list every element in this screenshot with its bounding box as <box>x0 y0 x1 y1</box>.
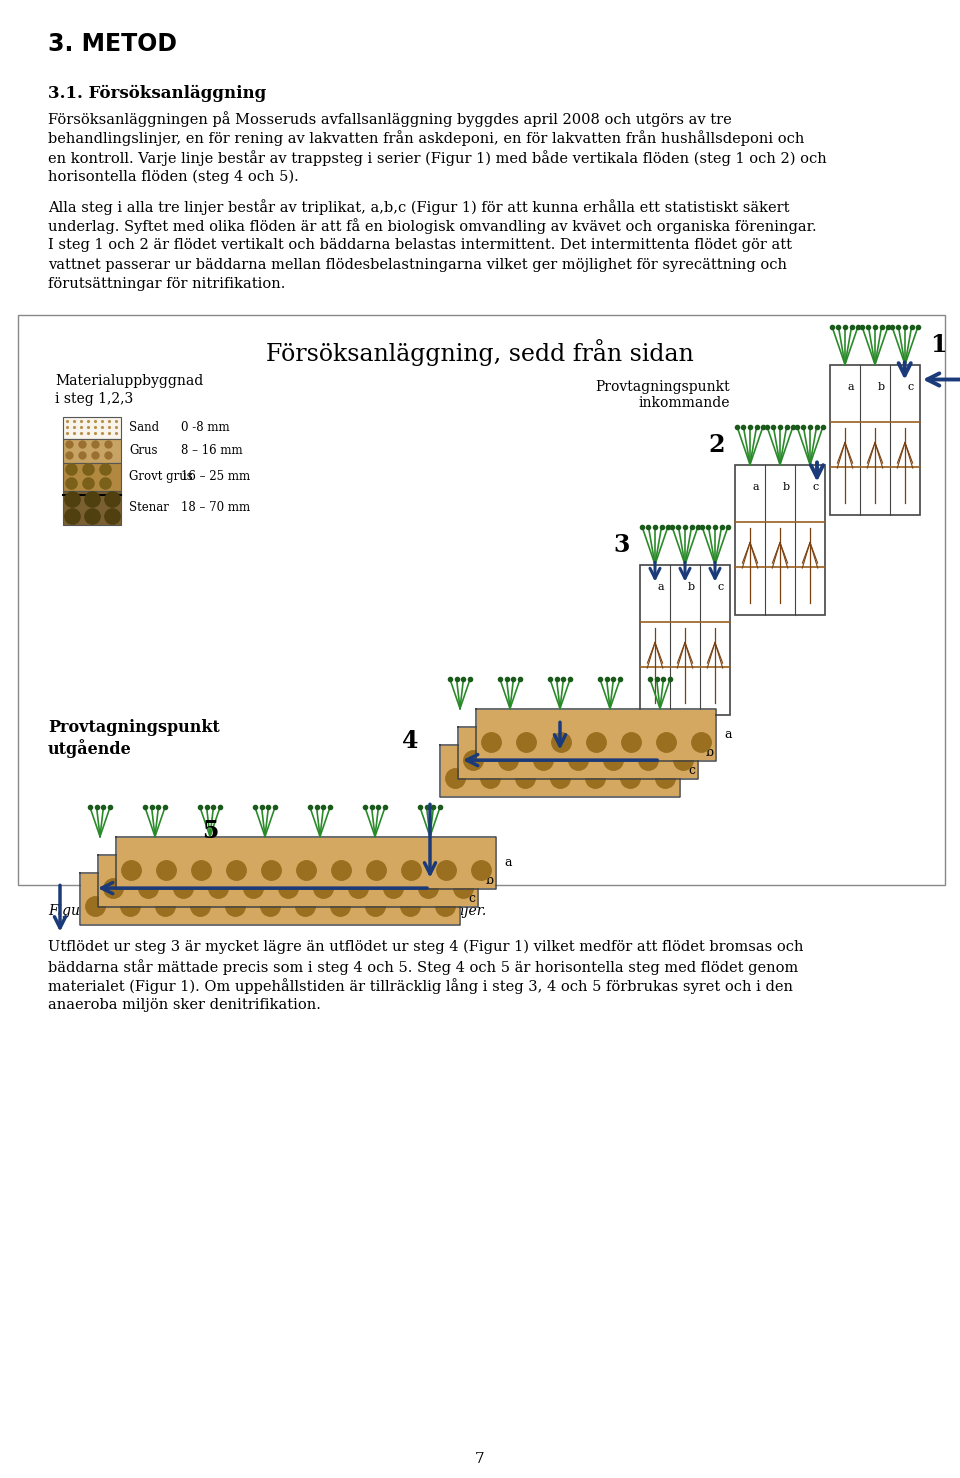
Text: 18 – 70 mm: 18 – 70 mm <box>181 501 251 514</box>
Text: i steg 1,2,3: i steg 1,2,3 <box>55 392 133 405</box>
Bar <box>63 417 121 439</box>
Text: 7: 7 <box>475 1451 485 1466</box>
Text: a: a <box>658 582 664 593</box>
Text: 3. METOD: 3. METOD <box>48 33 177 56</box>
Text: 2: 2 <box>708 433 725 457</box>
Text: a: a <box>848 383 854 393</box>
Text: c: c <box>908 383 914 393</box>
Text: c: c <box>718 582 724 593</box>
Text: Alla steg i alla tre linjer består av triplikat, a,b,c (Figur 1) för att kunna e: Alla steg i alla tre linjer består av tr… <box>48 200 789 214</box>
Bar <box>18 315 945 884</box>
Text: materialet (Figur 1). Om uppehållstiden är tillräcklig lång i steg 3, 4 och 5 fö: materialet (Figur 1). Om uppehållstiden … <box>48 978 793 995</box>
Text: Figur 1. Schematisk bild av en av försöksanläggningens linjer.: Figur 1. Schematisk bild av en av försök… <box>48 905 487 918</box>
Bar <box>99 856 477 906</box>
Text: b: b <box>687 582 695 593</box>
Bar <box>63 439 121 463</box>
Text: c: c <box>688 764 695 777</box>
Text: horisontella flöden (steg 4 och 5).: horisontella flöden (steg 4 och 5). <box>48 170 299 183</box>
Text: 0 -8 mm: 0 -8 mm <box>181 421 229 435</box>
Text: bäddarna står mättade precis som i steg 4 och 5. Steg 4 och 5 är horisontella st: bäddarna står mättade precis som i steg … <box>48 959 799 975</box>
Bar <box>63 463 121 491</box>
Bar <box>63 491 121 525</box>
Text: Grus: Grus <box>129 443 157 457</box>
Text: förutsättningar för nitrifikation.: förutsättningar för nitrifikation. <box>48 276 285 291</box>
Text: 3.1. Försöksanläggning: 3.1. Försöksanläggning <box>48 86 266 102</box>
Text: c: c <box>813 482 819 492</box>
Text: b: b <box>706 746 714 760</box>
Text: a: a <box>504 856 512 869</box>
Bar <box>459 727 697 777</box>
Text: en kontroll. Varje linje består av trappsteg i serier (Figur 1) med både vertika: en kontroll. Varje linje består av trapp… <box>48 149 827 166</box>
Text: Materialuppbyggnad: Materialuppbyggnad <box>55 374 204 389</box>
Bar <box>441 745 679 795</box>
Text: Sand: Sand <box>129 421 159 435</box>
Bar <box>830 365 920 514</box>
Text: underlag. Syftet med olika flöden är att få en biologisk omvandling av kvävet oc: underlag. Syftet med olika flöden är att… <box>48 219 817 235</box>
Bar <box>640 565 730 714</box>
Bar <box>117 838 495 887</box>
Text: a: a <box>724 729 732 740</box>
Text: b: b <box>782 482 789 492</box>
Text: c: c <box>468 893 475 905</box>
Text: behandlingslinjer, en för rening av lakvatten från askdeponi, en för lakvatten f: behandlingslinjer, en för rening av lakv… <box>48 130 804 146</box>
Text: 8 – 16 mm: 8 – 16 mm <box>181 443 243 457</box>
Bar <box>81 873 459 924</box>
Text: Provtagningspunkt
utgående: Provtagningspunkt utgående <box>48 720 220 758</box>
Text: 1: 1 <box>929 333 947 356</box>
Text: Utflödet ur steg 3 är mycket lägre än utflödet ur steg 4 (Figur 1) vilket medför: Utflödet ur steg 3 är mycket lägre än ut… <box>48 940 804 953</box>
Bar <box>477 709 715 760</box>
Text: I steg 1 och 2 är flödet vertikalt och bäddarna belastas intermittent. Det inter: I steg 1 och 2 är flödet vertikalt och b… <box>48 238 792 253</box>
Text: a: a <box>753 482 759 492</box>
Text: 16 – 25 mm: 16 – 25 mm <box>181 470 251 483</box>
Text: vattnet passerar ur bäddarna mellan flödesbelastningarna vilket ger möjlighet fö: vattnet passerar ur bäddarna mellan flöd… <box>48 257 787 272</box>
Text: Försöksanläggningen på Mosseruds avfallsanläggning byggdes april 2008 och utgörs: Försöksanläggningen på Mosseruds avfalls… <box>48 111 732 127</box>
Text: 4: 4 <box>401 730 419 754</box>
Text: 3: 3 <box>613 532 630 557</box>
Text: Stenar: Stenar <box>129 501 169 514</box>
Text: Provtagningspunkt
inkommande: Provtagningspunkt inkommande <box>595 380 730 409</box>
Text: anaeroba miljön sker denitrifikation.: anaeroba miljön sker denitrifikation. <box>48 998 321 1012</box>
Bar <box>735 464 825 615</box>
Text: Grovt grus: Grovt grus <box>129 470 193 483</box>
Text: b: b <box>877 383 884 393</box>
Text: b: b <box>486 873 494 887</box>
Text: 5: 5 <box>202 819 218 842</box>
Text: Försöksanläggning, sedd från sidan: Försöksanläggning, sedd från sidan <box>266 340 694 367</box>
